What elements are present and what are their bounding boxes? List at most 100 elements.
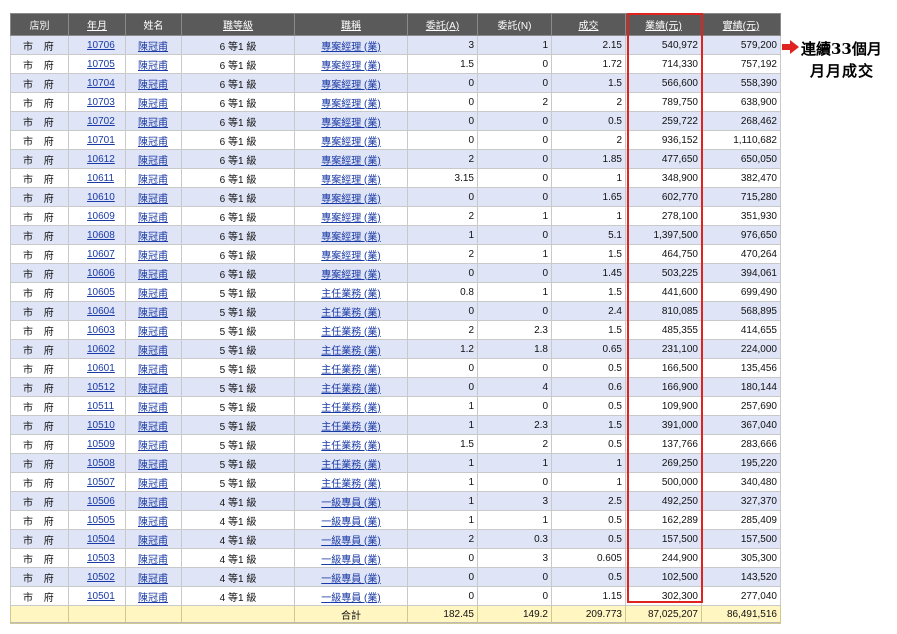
col-header-actual[interactable]: 實績(元) (701, 13, 781, 36)
cell-name-link[interactable]: 陳冠甫 (138, 231, 168, 243)
cell-title-link[interactable]: 專案經理 (業) (321, 136, 381, 148)
cell-yearmonth-link[interactable]: 10607 (87, 248, 115, 260)
cell-title[interactable]: 專案經理 (業) (294, 244, 408, 264)
cell-name-link[interactable]: 陳冠甫 (138, 478, 168, 490)
cell-title-link[interactable]: 主任業務 (業) (321, 326, 381, 338)
cell-name[interactable]: 陳冠甫 (125, 339, 182, 359)
cell-title[interactable]: 專案經理 (業) (294, 130, 408, 150)
cell-name[interactable]: 陳冠甫 (125, 244, 182, 264)
cell-title[interactable]: 主任業務 (業) (294, 282, 408, 302)
cell-name[interactable]: 陳冠甫 (125, 92, 182, 112)
cell-yearmonth-link[interactable]: 10504 (87, 533, 115, 545)
cell-yearmonth-link[interactable]: 10604 (87, 305, 115, 317)
cell-name[interactable]: 陳冠甫 (125, 206, 182, 226)
cell-yearmonth-link[interactable]: 10704 (87, 77, 115, 89)
cell-yearmonth[interactable]: 10612 (68, 149, 126, 169)
cell-yearmonth[interactable]: 10506 (68, 491, 126, 511)
cell-title-link[interactable]: 一級專員 (業) (321, 497, 381, 509)
cell-title[interactable]: 一級專員 (業) (294, 491, 408, 511)
cell-yearmonth-link[interactable]: 10602 (87, 343, 115, 355)
cell-title-link[interactable]: 主任業務 (業) (321, 402, 381, 414)
cell-name-link[interactable]: 陳冠甫 (138, 155, 168, 167)
col-header-performance[interactable]: 業績(元) (625, 13, 702, 36)
cell-yearmonth[interactable]: 10601 (68, 358, 126, 378)
cell-title-link[interactable]: 一級專員 (業) (321, 554, 381, 566)
cell-yearmonth-link[interactable]: 10701 (87, 134, 115, 146)
cell-name-link[interactable]: 陳冠甫 (138, 440, 168, 452)
col-header-consign-a[interactable]: 委託(A) (407, 13, 478, 36)
cell-yearmonth-link[interactable]: 10506 (87, 495, 115, 507)
cell-name[interactable]: 陳冠甫 (125, 491, 182, 511)
cell-yearmonth-link[interactable]: 10605 (87, 286, 115, 298)
cell-title-link[interactable]: 主任業務 (業) (321, 478, 381, 490)
cell-yearmonth[interactable]: 10512 (68, 377, 126, 397)
cell-title[interactable]: 主任業務 (業) (294, 339, 408, 359)
cell-name[interactable]: 陳冠甫 (125, 529, 182, 549)
cell-yearmonth-link[interactable]: 10705 (87, 58, 115, 70)
cell-title[interactable]: 一級專員 (業) (294, 529, 408, 549)
cell-yearmonth[interactable]: 10603 (68, 320, 126, 340)
cell-title-link[interactable]: 專案經理 (業) (321, 155, 381, 167)
cell-name-link[interactable]: 陳冠甫 (138, 326, 168, 338)
cell-yearmonth-link[interactable]: 10510 (87, 419, 115, 431)
cell-name[interactable]: 陳冠甫 (125, 263, 182, 283)
cell-yearmonth-link[interactable]: 10501 (87, 590, 115, 602)
cell-name[interactable]: 陳冠甫 (125, 73, 182, 93)
cell-yearmonth-link[interactable]: 10609 (87, 210, 115, 222)
cell-name[interactable]: 陳冠甫 (125, 567, 182, 587)
cell-name-link[interactable]: 陳冠甫 (138, 60, 168, 72)
cell-title[interactable]: 一級專員 (業) (294, 510, 408, 530)
cell-title[interactable]: 一級專員 (業) (294, 567, 408, 587)
cell-name-link[interactable]: 陳冠甫 (138, 345, 168, 357)
cell-name[interactable]: 陳冠甫 (125, 54, 182, 74)
cell-name[interactable]: 陳冠甫 (125, 35, 182, 55)
cell-name-link[interactable]: 陳冠甫 (138, 421, 168, 433)
cell-name[interactable]: 陳冠甫 (125, 510, 182, 530)
col-header-title[interactable]: 職稱 (294, 13, 408, 36)
cell-name-link[interactable]: 陳冠甫 (138, 554, 168, 566)
cell-yearmonth-link[interactable]: 10611 (87, 172, 115, 184)
cell-title[interactable]: 主任業務 (業) (294, 320, 408, 340)
cell-name-link[interactable]: 陳冠甫 (138, 459, 168, 471)
cell-yearmonth-link[interactable]: 10610 (87, 191, 115, 203)
cell-name-link[interactable]: 陳冠甫 (138, 117, 168, 129)
cell-title-link[interactable]: 專案經理 (業) (321, 231, 381, 243)
cell-title[interactable]: 主任業務 (業) (294, 415, 408, 435)
cell-yearmonth-link[interactable]: 10511 (87, 400, 115, 412)
cell-yearmonth[interactable]: 10605 (68, 282, 126, 302)
cell-name-link[interactable]: 陳冠甫 (138, 573, 168, 585)
cell-name-link[interactable]: 陳冠甫 (138, 250, 168, 262)
cell-title-link[interactable]: 專案經理 (業) (321, 79, 381, 91)
cell-title-link[interactable]: 專案經理 (業) (321, 98, 381, 110)
cell-yearmonth[interactable]: 10505 (68, 510, 126, 530)
cell-name[interactable]: 陳冠甫 (125, 187, 182, 207)
cell-name-link[interactable]: 陳冠甫 (138, 269, 168, 281)
cell-name-link[interactable]: 陳冠甫 (138, 497, 168, 509)
cell-yearmonth-link[interactable]: 10509 (87, 438, 115, 450)
cell-title[interactable]: 專案經理 (業) (294, 225, 408, 245)
cell-yearmonth[interactable]: 10504 (68, 529, 126, 549)
cell-title-link[interactable]: 專案經理 (業) (321, 212, 381, 224)
cell-title-link[interactable]: 一級專員 (業) (321, 535, 381, 547)
cell-yearmonth-link[interactable]: 10703 (87, 96, 115, 108)
cell-yearmonth[interactable]: 10706 (68, 35, 126, 55)
cell-name[interactable]: 陳冠甫 (125, 548, 182, 568)
cell-name-link[interactable]: 陳冠甫 (138, 288, 168, 300)
cell-name[interactable]: 陳冠甫 (125, 396, 182, 416)
cell-yearmonth-link[interactable]: 10601 (87, 362, 115, 374)
cell-name[interactable]: 陳冠甫 (125, 130, 182, 150)
cell-yearmonth-link[interactable]: 10507 (87, 476, 115, 488)
cell-title-link[interactable]: 主任業務 (業) (321, 459, 381, 471)
cell-yearmonth-link[interactable]: 10606 (87, 267, 115, 279)
cell-title[interactable]: 一級專員 (業) (294, 548, 408, 568)
cell-yearmonth[interactable]: 10509 (68, 434, 126, 454)
cell-name[interactable]: 陳冠甫 (125, 434, 182, 454)
cell-title[interactable]: 主任業務 (業) (294, 453, 408, 473)
col-header-deal[interactable]: 成交 (551, 13, 626, 36)
cell-name-link[interactable]: 陳冠甫 (138, 136, 168, 148)
cell-name[interactable]: 陳冠甫 (125, 320, 182, 340)
cell-title-link[interactable]: 主任業務 (業) (321, 288, 381, 300)
cell-title-link[interactable]: 一級專員 (業) (321, 516, 381, 528)
cell-yearmonth-link[interactable]: 10503 (87, 552, 115, 564)
cell-name[interactable]: 陳冠甫 (125, 415, 182, 435)
